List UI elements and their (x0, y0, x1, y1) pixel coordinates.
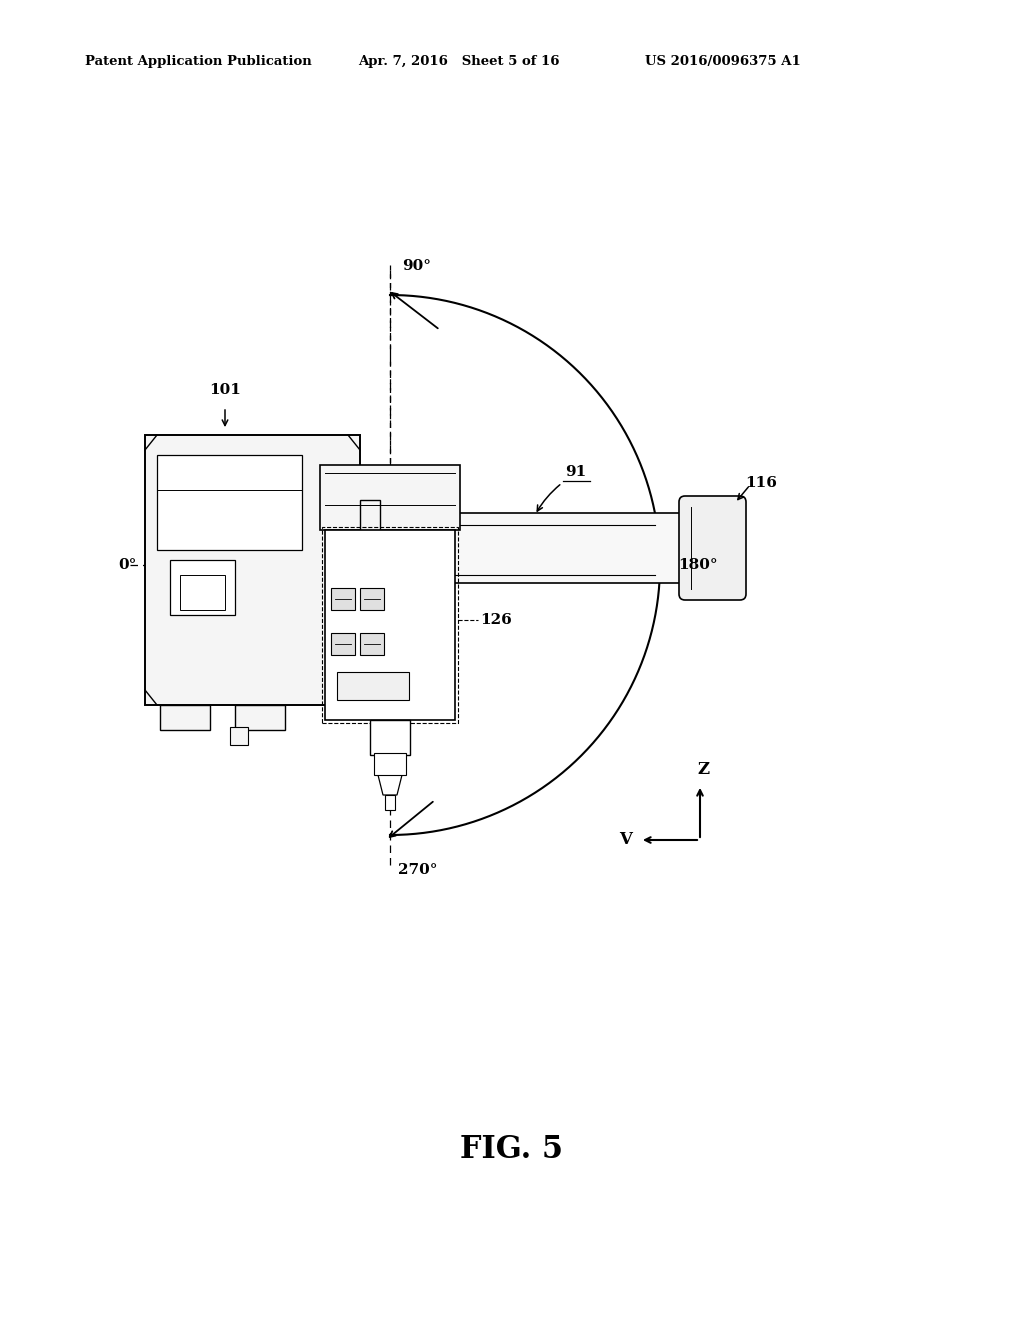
Bar (145, 436, 360, 705)
Bar (370, 719, 410, 755)
Bar (157, 455, 302, 550)
Bar (385, 795, 395, 810)
Bar (325, 531, 455, 719)
Bar (360, 500, 380, 531)
FancyBboxPatch shape (679, 496, 746, 601)
Polygon shape (378, 775, 402, 795)
Bar (380, 513, 695, 583)
Text: FIG. 5: FIG. 5 (461, 1134, 563, 1166)
Bar (160, 705, 210, 730)
Text: V: V (620, 832, 632, 849)
Text: Apr. 7, 2016   Sheet 5 of 16: Apr. 7, 2016 Sheet 5 of 16 (358, 55, 559, 69)
Bar (331, 587, 355, 610)
Bar (360, 587, 384, 610)
Text: 91: 91 (565, 465, 587, 479)
Bar (360, 634, 384, 655)
Text: US 2016/0096375 A1: US 2016/0096375 A1 (645, 55, 801, 69)
Text: 180°: 180° (678, 558, 718, 572)
Bar (170, 560, 234, 615)
Bar (337, 672, 409, 700)
Text: 270°: 270° (398, 863, 437, 876)
Text: Patent Application Publication: Patent Application Publication (85, 55, 311, 69)
Bar (322, 527, 458, 723)
Text: 116: 116 (745, 477, 777, 490)
Bar (360, 545, 380, 585)
Bar (360, 595, 380, 624)
Text: 126: 126 (480, 612, 512, 627)
Text: Z: Z (697, 762, 709, 777)
Text: 90°: 90° (402, 259, 431, 273)
Bar (234, 705, 285, 730)
Text: 101: 101 (209, 383, 241, 397)
Bar (319, 465, 460, 531)
Bar (374, 752, 406, 775)
Text: 0°: 0° (119, 558, 137, 572)
Bar (230, 727, 248, 744)
Bar (331, 634, 355, 655)
Bar (180, 576, 225, 610)
